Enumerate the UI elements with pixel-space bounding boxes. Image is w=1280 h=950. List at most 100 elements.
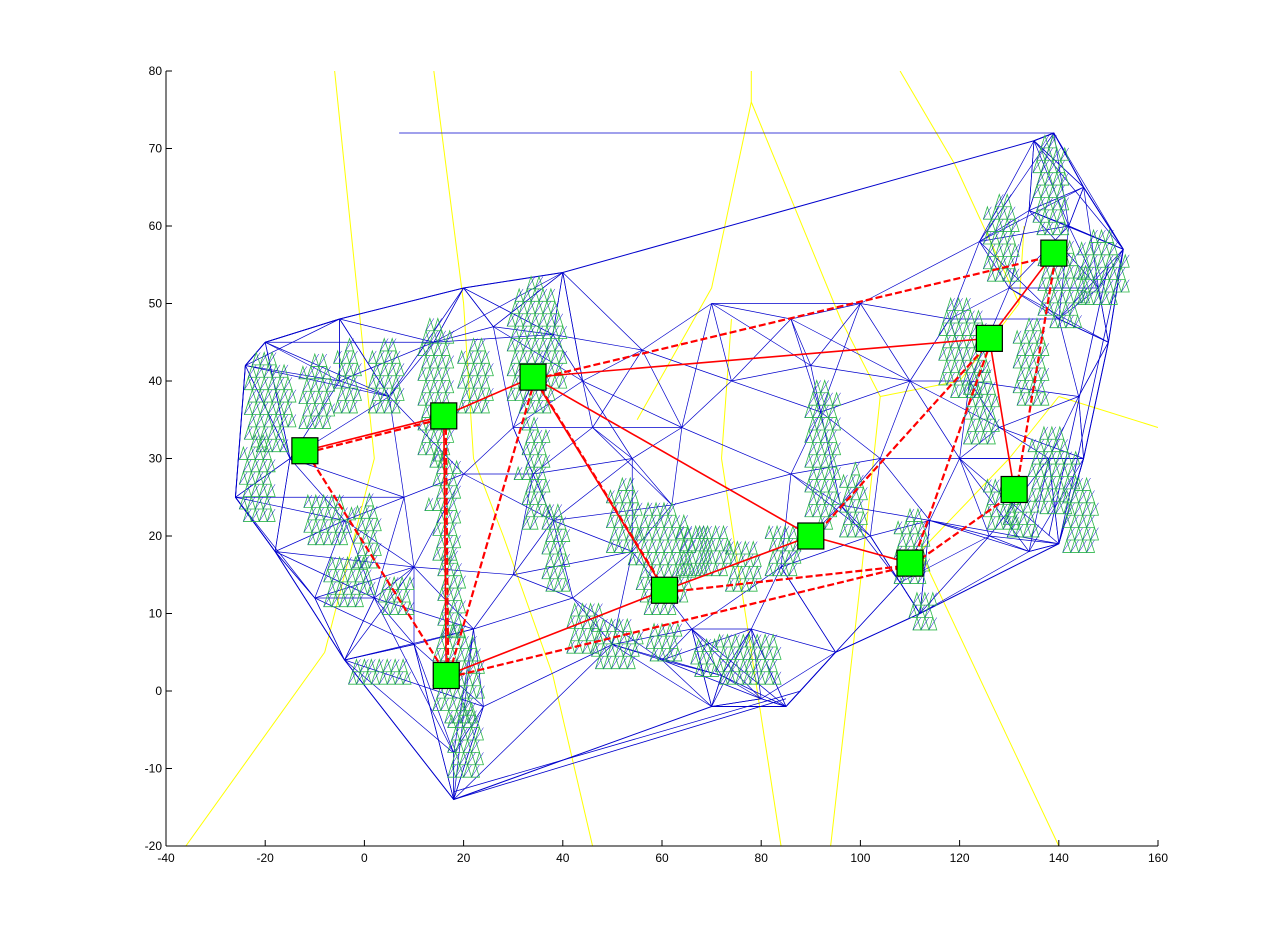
dense-edge [303, 519, 313, 533]
dense-edge [764, 563, 774, 576]
dense-cell [417, 341, 427, 356]
dense-cell [521, 490, 531, 505]
dense-cell [405, 600, 415, 615]
dense-edge [468, 635, 477, 649]
dense-cell [820, 478, 830, 493]
mesh-edge [235, 497, 316, 599]
dense-edge [327, 556, 336, 570]
dense-cell [998, 503, 1008, 518]
dense-cell [643, 526, 653, 541]
dense-edge [1105, 279, 1114, 293]
mesh-edge [463, 427, 514, 475]
dense-edge [1051, 488, 1061, 502]
dense-edge [459, 727, 468, 741]
dense-edge [363, 569, 372, 583]
dense-edge [1049, 290, 1059, 304]
dense-cell [828, 453, 838, 468]
dense-cell [1085, 290, 1095, 305]
dense-cell [533, 453, 543, 468]
dense-edge [267, 377, 277, 390]
dense-edge [727, 646, 736, 660]
mesh-edge [969, 380, 1079, 397]
dense-cell [298, 389, 308, 405]
dense-edge [667, 502, 677, 516]
dense-edge [266, 484, 276, 497]
dense-cell [1048, 208, 1058, 223]
dense-cell [354, 592, 364, 608]
dense-cell [356, 541, 366, 556]
dense-cell [808, 490, 818, 505]
dense-edge [1032, 184, 1042, 198]
dense-cell [529, 490, 539, 505]
dense-edge [995, 194, 1004, 207]
dense-edge [1057, 265, 1066, 279]
dense-edge [893, 521, 903, 534]
dense-edge [843, 511, 852, 525]
dense-cell [251, 400, 261, 415]
dense-cell [550, 374, 560, 389]
dense-edge [359, 581, 368, 595]
dense-cell [267, 351, 277, 366]
dense-cell [506, 312, 516, 327]
dense-edge [1074, 502, 1083, 516]
dense-cell [1096, 278, 1106, 293]
dense-cell [986, 267, 996, 282]
dense-edge [471, 739, 480, 753]
dense-edge [675, 527, 685, 541]
dense-edge [653, 635, 663, 649]
dense-edge [397, 601, 407, 615]
dense-cell [459, 701, 469, 716]
mesh-edge [612, 644, 722, 676]
dense-edge [448, 498, 457, 511]
dense-edge [511, 325, 520, 339]
dense-edge [1036, 380, 1046, 393]
dense-edge [912, 617, 922, 631]
x-tick-label: 140 [1049, 851, 1069, 865]
mesh-edge [1009, 287, 1059, 320]
dense-cell [1059, 437, 1069, 453]
dense-edge [554, 313, 564, 327]
dense-edge [348, 671, 357, 685]
mesh-edge [1058, 287, 1099, 320]
dense-cell [460, 634, 470, 649]
dense-edge [958, 310, 967, 324]
mesh-edge [274, 458, 291, 552]
dense-edge [391, 400, 401, 414]
dense-cell [734, 645, 744, 660]
dense-edge [695, 538, 704, 552]
y-tick-label: 30 [149, 452, 163, 466]
dense-cell [994, 217, 1004, 232]
dense-edge [355, 594, 364, 607]
dense-edge [745, 634, 754, 648]
dense-cell [351, 658, 361, 673]
dense-edge [368, 400, 377, 414]
dense-cell [1077, 241, 1087, 256]
dense-edge [897, 533, 907, 547]
mesh-edge [552, 458, 633, 521]
dense-edge [1020, 380, 1030, 393]
dense-cell [467, 726, 477, 741]
dense-cell [266, 482, 276, 498]
dense-cell [263, 363, 273, 378]
dense-edge [461, 363, 470, 376]
dense-cell [905, 532, 915, 547]
dense-edge [659, 601, 669, 615]
dense-edge [741, 578, 750, 592]
dense-edge [974, 310, 983, 324]
dense-cell [629, 489, 639, 504]
dense-edge [542, 350, 552, 364]
dense-edge [319, 494, 328, 508]
dense-cell [537, 465, 547, 480]
dense-edge [1077, 267, 1086, 280]
dense-edge [635, 577, 645, 590]
dense-edge [335, 519, 344, 533]
dense-edge [331, 569, 340, 583]
dense-cell [1047, 499, 1057, 515]
dense-edge [267, 401, 277, 415]
dense-cell [323, 568, 333, 583]
dense-edge [451, 752, 460, 765]
dense-edge [920, 617, 930, 631]
dense-edge [453, 612, 462, 626]
dense-edge [1052, 197, 1061, 211]
dense-cell [258, 507, 268, 522]
